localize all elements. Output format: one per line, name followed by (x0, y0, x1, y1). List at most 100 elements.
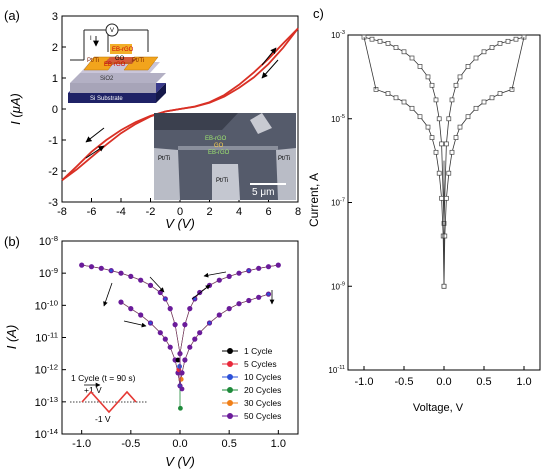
panel-c-ticks: -1.0 -0.5 0.0 0.5 1.0 10-11 10-9 10-7 10-5 10-3 (328, 30, 531, 388)
panel-a-xlabel: V (V) (165, 216, 195, 231)
panel-c-lower-point (489, 95, 495, 101)
panel-b: (b) -1.0 -0.5 0.0 0.5 1.0 10-14 10-13 10-12 10-1… (4, 234, 299, 469)
waveform-plus: +1 V (84, 385, 102, 395)
panel-b-low-point (162, 336, 168, 342)
panel-b-low-point-overlay (149, 321, 152, 325)
legend-label: 50 Cycles (244, 411, 281, 421)
panel-a-xtick-label: 6 (265, 206, 271, 218)
panel-b-high-point (88, 264, 95, 270)
panel-b-high-point (98, 265, 104, 271)
panel-c-ytick-label: 10-7 (331, 198, 345, 208)
panel-c-upper-point (401, 49, 407, 55)
panel-a-xtick-label: -4 (116, 206, 126, 218)
panel-b-low-point-overlay (267, 292, 270, 296)
panel-b-label: (b) (4, 234, 20, 249)
legend-marker (227, 387, 233, 393)
panel-c-label: c) (313, 6, 324, 21)
panel-a-xtick-label: 4 (236, 206, 242, 218)
legend-marker (227, 400, 233, 406)
waveform-trace (81, 390, 137, 414)
panel-c-xlabel: Voltage, V (413, 402, 464, 414)
schematic-substrate: Si Substrate (90, 96, 123, 102)
panel-b-high-point-overlay (163, 297, 167, 301)
panel-b-high-point-overlay (217, 278, 221, 282)
panel-c-upper-point (385, 41, 391, 46)
panel-c-lower-point (433, 149, 439, 155)
micrograph-electrode-bottom: Pt/Ti (216, 178, 228, 184)
panel-c-data (361, 34, 527, 289)
legend-label: 10 Cycles (244, 372, 281, 382)
legend-label: 20 Cycles (244, 385, 281, 395)
panel-b-dip-point (175, 357, 181, 363)
panel-b-low-point-overlay (208, 321, 211, 325)
panel-b-ylabel: I (A) (4, 325, 19, 350)
panel-b-high-point (157, 289, 163, 296)
panel-b-arrow-5 (203, 271, 227, 278)
micrograph-eb-bottom: EB-rGO (208, 150, 230, 156)
micrograph-scale-label: 5 μm (252, 187, 274, 198)
panel-c-upper-point (513, 36, 519, 42)
panel-c-xtick-label: 0.5 (476, 376, 491, 388)
panel-b-dip-point (178, 405, 183, 411)
panel-b-high-point-overlay (109, 269, 113, 272)
panel-b-ytick-label: 10-10 (35, 298, 58, 312)
panel-c-upper-point (425, 74, 431, 80)
panel-a-xtick-label: -6 (87, 206, 97, 218)
panel-b-high-point-overlay (139, 278, 143, 282)
panel-b-arrow-4 (191, 284, 211, 300)
panel-c-lower-point (453, 135, 459, 140)
panel-a-arrow-up-left (85, 145, 105, 159)
panel-b-xtick-label: -0.5 (121, 438, 140, 450)
panel-b-arrow-3 (149, 276, 165, 293)
panel-b-low-point-overlay (119, 300, 123, 304)
panel-c-ytick-label: 10-11 (328, 365, 345, 375)
panel-c-xtick-label: -1.0 (355, 376, 374, 388)
waveform-title: 1 Cycle (t = 90 s) (71, 373, 136, 383)
panel-c-upper-point (465, 64, 471, 69)
panel-b-xtick-label: 0.5 (222, 438, 237, 450)
panel-c-upper-point (505, 38, 511, 44)
schematic-current-label: I (90, 36, 92, 42)
panel-b-xlabel: V (V) (165, 454, 195, 469)
panel-b-high-point (265, 264, 272, 270)
panel-c-lower-point (425, 124, 431, 130)
panel-c-xtick-label: 0.0 (436, 376, 451, 388)
schematic-oxide: SiO2 (100, 76, 114, 82)
panel-b-high-line (81, 264, 279, 354)
panel-a-arrow-down-right (261, 59, 279, 79)
panel-b-high-line (81, 264, 279, 354)
panel-b-low-point (192, 336, 198, 342)
panel-a-ytick-label: 0 (52, 104, 58, 116)
panel-b-arrow-2 (123, 320, 147, 328)
waveform-minus: -1 V (95, 414, 111, 424)
panel-b-ytick-label: 10-14 (35, 427, 59, 441)
panel-c-upper-point (497, 41, 503, 46)
panel-b-data (79, 262, 281, 411)
panel-b-low-point (128, 306, 134, 312)
panel-a-ticks: -8 -6 -4 -2 0 2 4 6 8 -3 -2 -1 0 1 2 3 (48, 11, 301, 218)
schematic-eb-top: EB-rGO (112, 47, 134, 53)
panel-a-arrow-down-left (85, 127, 105, 143)
panel-c-lower-point (393, 95, 399, 101)
schematic-voltage-source: V (110, 28, 114, 34)
panel-a-ytick-label: -2 (48, 166, 58, 178)
panel-a-xtick-label: 2 (206, 206, 212, 218)
panel-c-ytick-label: 10-5 (331, 114, 345, 124)
micrograph-electrode-left: Pt/Ti (158, 156, 170, 162)
panel-b-high-point (187, 306, 193, 312)
panel-b-low-point (256, 294, 262, 300)
panel-b-high-point-overlay (80, 263, 84, 267)
panel-c-lower-point (442, 233, 448, 239)
micrograph-eb-top: EB-rGO (205, 136, 227, 142)
panel-b-xtick-label: -1.0 (72, 438, 91, 450)
panel-c-lower-point (439, 195, 444, 201)
panel-b-high-point-overlay (193, 297, 197, 301)
panel-c-upper-point (369, 36, 375, 42)
panel-b-high-line (81, 264, 279, 354)
panel-a-xtick-label: -8 (57, 206, 67, 218)
panel-c-upper-point (457, 74, 463, 80)
panel-c-switch-left (363, 37, 377, 90)
schematic-eb-bottom: EB-rGO (104, 62, 126, 68)
panel-c-upper-point (409, 55, 415, 61)
panel-a-ytick-label: 2 (52, 42, 58, 54)
